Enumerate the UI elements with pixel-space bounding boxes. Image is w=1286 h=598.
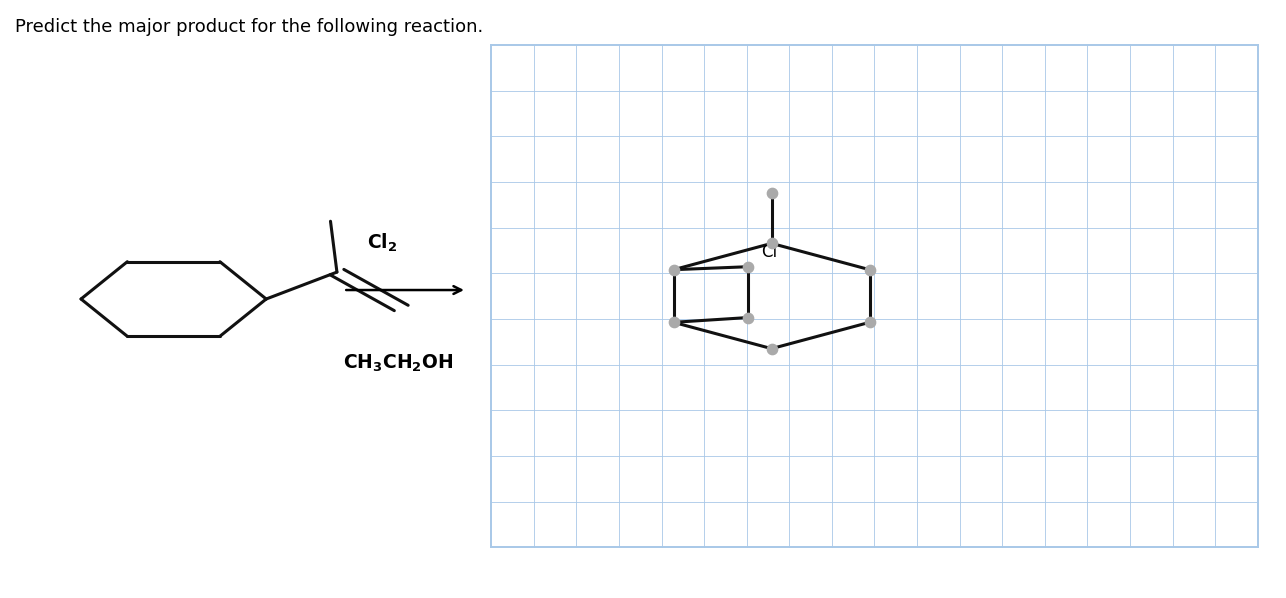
Point — [738, 313, 759, 322]
Point — [738, 262, 759, 271]
Point — [664, 265, 684, 274]
Point — [761, 239, 782, 248]
Point — [859, 318, 880, 327]
Text: Predict the major product for the following reaction.: Predict the major product for the follow… — [15, 18, 484, 36]
Point — [761, 188, 782, 197]
Point — [859, 265, 880, 274]
Text: Cl: Cl — [761, 243, 777, 261]
Text: $\mathbf{Cl_2}$: $\mathbf{Cl_2}$ — [367, 232, 397, 254]
Point — [761, 344, 782, 353]
Text: $\mathbf{CH_3CH_2OH}$: $\mathbf{CH_3CH_2OH}$ — [343, 352, 454, 374]
Point — [664, 318, 684, 327]
